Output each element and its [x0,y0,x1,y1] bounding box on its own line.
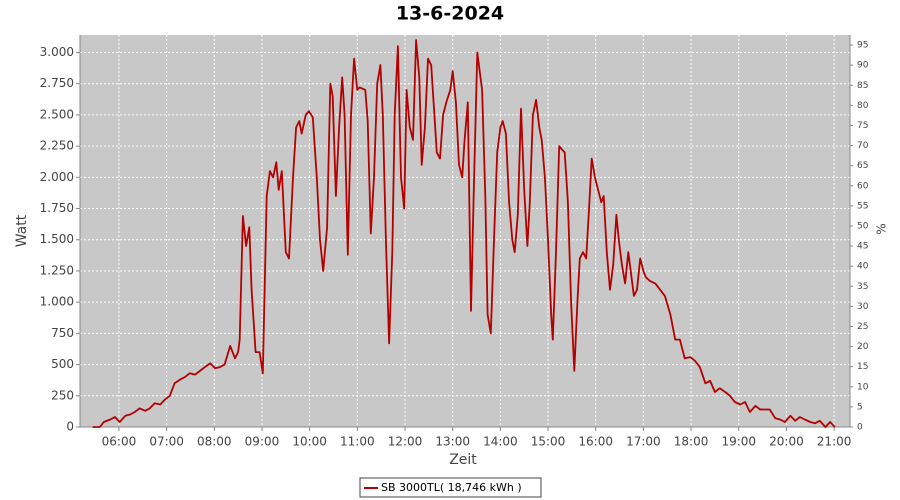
y2-tick-label: 60 [857,181,869,191]
y-tick-label: 1.750 [40,201,74,215]
y2-tick-label: 50 [857,221,869,231]
x-tick-label: 08:00 [197,435,232,449]
y2-tick-label: 75 [857,121,868,131]
x-tick-label: 17:00 [626,435,661,449]
x-tick-label: 15:00 [531,435,566,449]
y2-tick-label: 95 [857,41,868,51]
y2-tick-label: 45 [857,242,868,252]
y2-tick-label: 80 [857,101,869,111]
y2-tick-label: 0 [857,423,863,433]
y-tick-label: 750 [51,326,74,340]
y2-tick-label: 40 [857,262,869,272]
x-tick-label: 18:00 [674,435,709,449]
y2-tick-label: 15 [857,362,868,372]
y-tick-label: 2.250 [40,139,74,153]
y2-tick-label: 85 [857,81,868,91]
y-tick-label: 2.750 [40,76,74,90]
x-tick-label: 21:00 [817,435,852,449]
x-tick-label: 14:00 [483,435,518,449]
y-tick-label: 0 [66,420,74,434]
y2-tick-label: 90 [857,61,869,71]
x-tick-label: 10:00 [292,435,327,449]
y2-tick-label: 65 [857,161,868,171]
series-line [92,39,836,428]
y2-tick-label: 20 [857,342,869,352]
y2-tick-label: 55 [857,201,868,211]
y-tick-label: 250 [51,388,74,402]
x-tick-label: 19:00 [721,435,756,449]
legend-box [359,477,542,498]
y-tick-label: 2.000 [40,170,74,184]
x-tick-label: 11:00 [340,435,375,449]
y2-tick-label: 70 [857,141,869,151]
x-tick-label: 09:00 [245,435,280,449]
y-tick-label: 500 [51,357,74,371]
x-tick-label: 12:00 [388,435,423,449]
y-tick-label: 1.000 [40,295,74,309]
y-tick-label: 3.000 [40,45,74,59]
x-tick-label: 07:00 [149,435,184,449]
x-tick-label: 20:00 [769,435,804,449]
y-tick-label: 1.250 [40,263,74,277]
x-tick-label: 06:00 [102,435,137,449]
x-tick-label: 13:00 [435,435,470,449]
y-tick-label: 2.500 [40,107,74,121]
y2-axis-label: % [875,223,889,234]
plot-area [80,35,850,427]
y2-tick-label: 10 [857,382,869,392]
legend-label: SB 3000TL( 18,746 kWh ) [381,481,522,494]
y2-tick-label: 5 [857,402,863,412]
chart-title: 13-6-2024 [396,3,504,25]
x-axis-label: Zeit [449,452,477,468]
x-tick-label: 16:00 [578,435,613,449]
y2-tick-label: 30 [857,302,869,312]
y-axis-label: Watt [14,214,30,247]
y2-tick-label: 25 [857,322,868,332]
y2-tick-label: 35 [857,282,868,292]
y-tick-label: 1.500 [40,232,74,246]
